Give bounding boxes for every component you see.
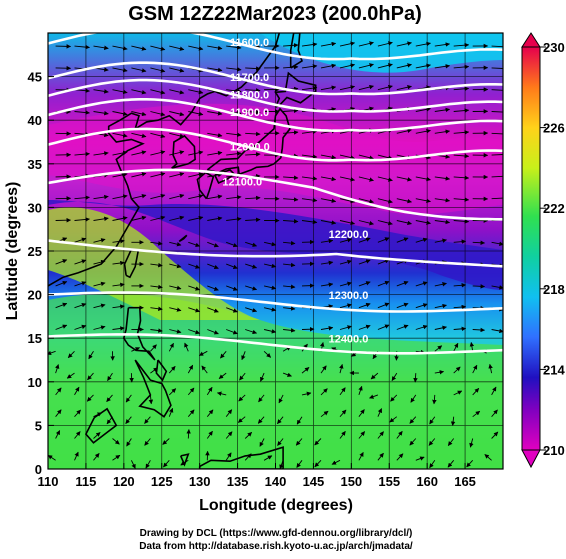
x-tick-label: 135: [227, 474, 249, 489]
x-tick-label: 130: [189, 474, 211, 489]
plot-field: 11600.0 11700.0 11800.0 11900.0 12000.0 12100…: [47, 28, 507, 469]
y-axis-label: Latitude (degrees): [4, 182, 21, 321]
y-tick-label: 30: [28, 200, 42, 215]
map-title: GSM 12Z22Mar2023 (200.0hPa): [128, 3, 422, 25]
y-tick-label: 10: [28, 375, 42, 390]
y-tick-label: 5: [35, 418, 42, 433]
y-tick-label: 35: [28, 157, 42, 172]
x-tick-label: 140: [265, 474, 287, 489]
contour-label: 11700.0: [230, 72, 269, 84]
colorbar-tick-label: 210: [543, 443, 565, 458]
x-tick-label: 125: [151, 474, 173, 489]
colorbar-scale: [522, 47, 540, 450]
x-tick-label: 165: [454, 474, 476, 489]
x-tick-label: 145: [303, 474, 325, 489]
colorbar-tick-label: 226: [543, 121, 565, 136]
contour-label: 12300.0: [329, 290, 369, 302]
colorbar: 230 226 222 218 214 210: [522, 33, 565, 467]
contour-label: 12000.0: [230, 142, 270, 154]
credit-line-2: Data from http://database.rish.kyoto-u.a…: [139, 541, 413, 552]
x-axis-label: Longitude (degrees): [199, 497, 353, 514]
colorbar-ticks: 230 226 222 218 214 210: [540, 40, 565, 458]
contour-label: 11600.0: [230, 37, 269, 49]
colorbar-lower-arrow: [522, 450, 540, 467]
contour-label: 12100.0: [222, 177, 262, 189]
colorbar-tick-label: 230: [543, 40, 565, 55]
y-tick-label: 15: [28, 331, 42, 346]
colorbar-tick-label: 214: [543, 362, 565, 377]
colorbar-tick-label: 222: [543, 201, 565, 216]
y-tick-label: 40: [28, 113, 42, 128]
x-tick-label: 150: [340, 474, 362, 489]
wind-arrow: [415, 373, 416, 382]
y-tick-label: 45: [28, 70, 42, 85]
wind-arrow: [188, 430, 189, 439]
y-tick-label: 0: [35, 462, 42, 477]
x-tick-label: 160: [416, 474, 438, 489]
x-tick-label: 120: [113, 474, 135, 489]
x-tick-label: 115: [75, 474, 96, 489]
colorbar-upper-arrow: [522, 33, 540, 47]
y-tick-label: 20: [28, 288, 42, 303]
contour-label: 12400.0: [329, 334, 369, 346]
contour-label: 11900.0: [230, 107, 269, 119]
credit-line-1: Drawing by DCL (https://www.gfd-dennou.o…: [140, 528, 413, 539]
contour-label: 12200.0: [329, 229, 369, 241]
colorbar-tick-label: 218: [543, 282, 565, 297]
contour-label: 11800.0: [230, 89, 269, 101]
x-tick-label: 155: [378, 474, 400, 489]
y-tick-label: 25: [28, 244, 42, 259]
